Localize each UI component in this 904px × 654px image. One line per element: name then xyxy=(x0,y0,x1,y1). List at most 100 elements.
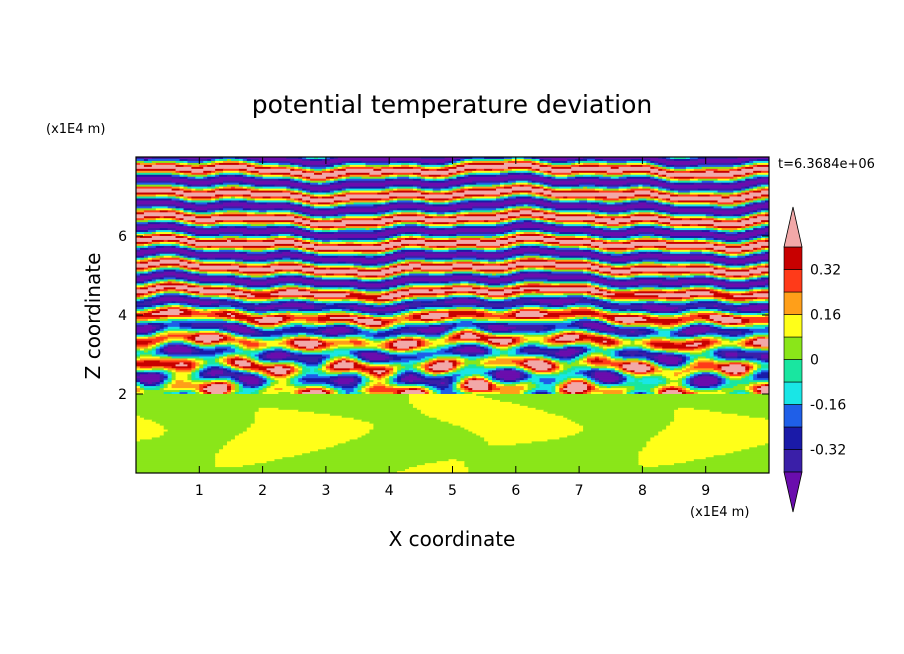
contour-cell xyxy=(242,184,252,188)
contour-cell xyxy=(606,289,612,292)
contour-cell xyxy=(753,224,758,227)
contour-cell xyxy=(464,168,477,172)
contour-cell xyxy=(306,263,311,267)
contour-cell xyxy=(555,226,584,229)
contour-cell xyxy=(302,182,307,186)
contour-cell xyxy=(250,184,256,188)
contour-cell xyxy=(377,210,386,213)
contour-cell xyxy=(274,224,291,227)
contour-cell xyxy=(452,299,477,302)
contour-cell xyxy=(405,281,414,285)
contour-cell xyxy=(484,220,489,223)
contour-cell xyxy=(610,259,628,263)
contour-cell xyxy=(242,234,256,237)
contour-cell xyxy=(575,234,588,237)
contour-cell xyxy=(587,330,592,334)
contour-cell xyxy=(369,326,382,330)
contour-cell xyxy=(234,293,252,296)
contour-cell xyxy=(401,313,406,316)
contour-cell xyxy=(594,259,600,263)
contour-cell xyxy=(697,157,707,160)
contour-cell xyxy=(278,322,283,326)
contour-cell xyxy=(175,204,196,207)
contour-cell xyxy=(408,164,418,168)
contour-cell xyxy=(602,237,608,241)
contour-cell xyxy=(195,283,200,286)
contour-cell xyxy=(393,198,398,202)
contour-cell xyxy=(674,287,683,290)
contour-cell xyxy=(689,315,699,318)
contour-cell xyxy=(511,204,517,207)
contour-cell xyxy=(709,251,715,255)
contour-cell xyxy=(424,251,458,255)
contour-cell xyxy=(361,263,378,267)
contour-cell xyxy=(575,158,588,162)
contour-cell xyxy=(242,291,252,294)
contour-cell xyxy=(436,309,450,312)
contour-cell xyxy=(515,182,529,186)
contour-cell xyxy=(199,303,212,306)
contour-cell xyxy=(598,176,612,180)
contour-cell xyxy=(136,299,141,302)
contour-cell xyxy=(349,299,359,302)
contour-cell xyxy=(171,301,177,304)
contour-cell xyxy=(219,228,248,231)
contour-cell xyxy=(219,157,224,160)
contour-cell xyxy=(602,158,632,162)
contour-cell xyxy=(246,164,252,168)
contour-cell xyxy=(614,265,624,269)
contour-cell xyxy=(670,204,675,207)
contour-cell xyxy=(666,224,671,227)
contour-cell xyxy=(215,158,220,162)
contour-cell xyxy=(507,230,513,233)
contour-cell xyxy=(353,324,359,328)
contour-cell xyxy=(614,293,636,296)
contour-cell xyxy=(314,192,327,196)
contour-cell xyxy=(357,267,367,271)
contour-cell xyxy=(587,291,592,294)
contour-cell xyxy=(468,326,477,330)
contour-cell xyxy=(314,275,323,279)
contour-cell xyxy=(393,313,398,316)
contour-cell xyxy=(151,309,157,312)
contour-cell xyxy=(503,309,509,312)
contour-cell xyxy=(757,237,762,241)
contour-cell xyxy=(302,234,390,237)
contour-cell xyxy=(219,184,228,188)
contour-cell xyxy=(278,164,291,168)
contour-cell xyxy=(223,202,248,206)
contour-cell xyxy=(199,299,220,302)
contour-cell xyxy=(365,164,390,168)
contour-cell xyxy=(488,301,505,304)
contour-cell xyxy=(238,236,248,239)
contour-cell xyxy=(678,316,703,320)
contour-cell xyxy=(183,210,189,213)
contour-cell xyxy=(448,320,462,324)
contour-cell xyxy=(713,293,731,296)
contour-cell xyxy=(590,275,596,279)
contour-cell xyxy=(452,192,501,196)
contour-cell xyxy=(238,297,248,300)
contour-cell xyxy=(745,228,750,231)
contour-cell xyxy=(298,228,303,231)
contour-cell xyxy=(559,232,584,235)
contour-cell xyxy=(187,182,212,186)
contour-cell xyxy=(539,157,584,160)
contour-cell xyxy=(749,291,758,294)
contour-cell xyxy=(464,170,473,174)
contour-cell xyxy=(211,214,220,217)
contour-cell xyxy=(345,204,374,207)
contour-cell xyxy=(626,259,636,263)
contour-cell xyxy=(551,200,560,204)
contour-cell xyxy=(377,328,386,332)
contour-cell xyxy=(654,287,667,290)
contour-cell xyxy=(480,299,485,302)
contour-cell xyxy=(634,234,640,237)
contour-cell xyxy=(503,210,509,213)
contour-cell xyxy=(713,285,719,288)
contour-cell xyxy=(219,176,244,180)
contour-cell xyxy=(602,241,608,245)
contour-cell xyxy=(393,261,398,265)
contour-cell xyxy=(163,275,177,279)
contour-cell xyxy=(432,216,450,219)
